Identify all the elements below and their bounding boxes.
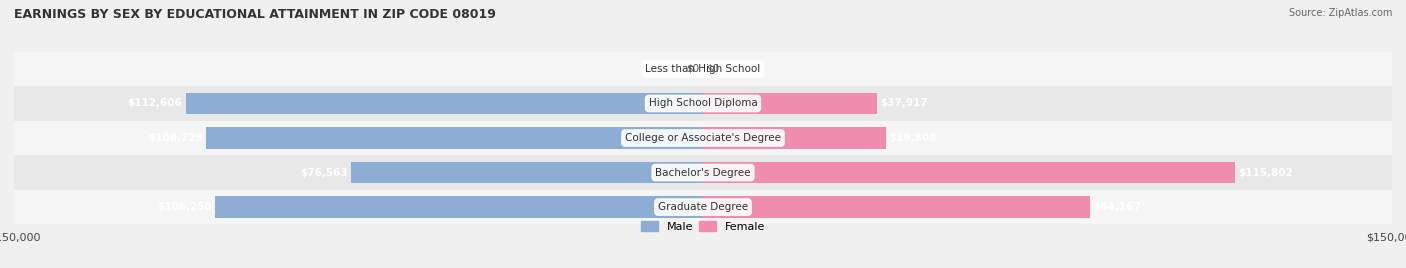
Text: High School Diploma: High School Diploma	[648, 98, 758, 109]
Text: $39,808: $39,808	[889, 133, 936, 143]
Bar	[703, 196, 1090, 218]
Text: EARNINGS BY SEX BY EDUCATIONAL ATTAINMENT IN ZIP CODE 08019: EARNINGS BY SEX BY EDUCATIONAL ATTAINMEN…	[14, 8, 496, 21]
Text: Bachelor's Degree: Bachelor's Degree	[655, 168, 751, 178]
Bar	[14, 155, 1392, 190]
Bar	[205, 127, 703, 149]
Text: Graduate Degree: Graduate Degree	[658, 202, 748, 212]
Text: $106,250: $106,250	[157, 202, 211, 212]
Text: $84,167: $84,167	[1092, 202, 1140, 212]
Text: Less than High School: Less than High School	[645, 64, 761, 74]
Bar	[14, 121, 1392, 155]
Bar	[215, 196, 703, 218]
Text: $0: $0	[686, 64, 700, 74]
Text: $0: $0	[706, 64, 720, 74]
Text: College or Associate's Degree: College or Associate's Degree	[626, 133, 780, 143]
Bar	[703, 93, 877, 114]
Legend: Male, Female: Male, Female	[637, 217, 769, 237]
Text: $37,917: $37,917	[880, 98, 928, 109]
Bar	[352, 162, 703, 183]
Bar	[186, 93, 703, 114]
Bar	[703, 162, 1234, 183]
Text: $115,802: $115,802	[1239, 168, 1294, 178]
Text: $76,563: $76,563	[301, 168, 347, 178]
Text: $112,606: $112,606	[128, 98, 183, 109]
Bar	[14, 86, 1392, 121]
Bar	[14, 190, 1392, 224]
Bar	[14, 52, 1392, 86]
Text: Source: ZipAtlas.com: Source: ZipAtlas.com	[1288, 8, 1392, 18]
Bar	[703, 127, 886, 149]
Text: $108,229: $108,229	[148, 133, 202, 143]
